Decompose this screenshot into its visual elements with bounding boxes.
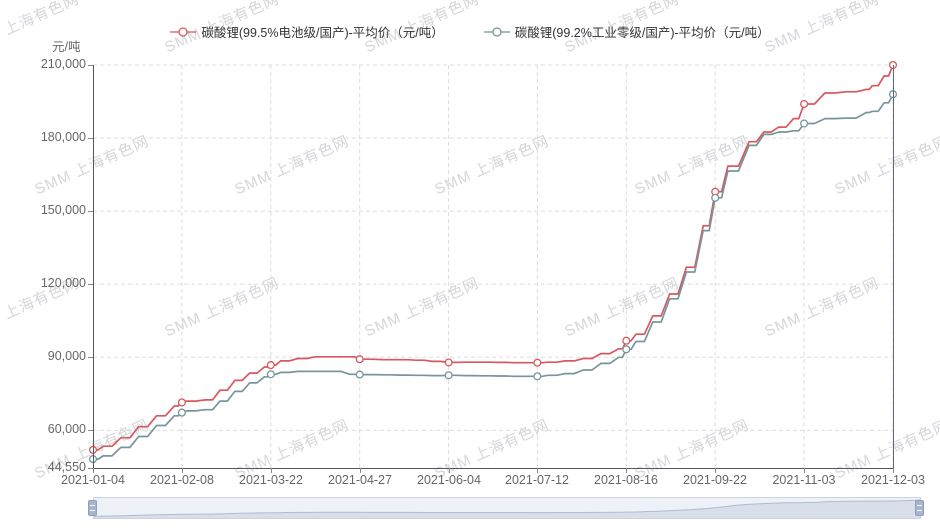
data-point-marker [622, 345, 631, 354]
x-axis-tick [182, 468, 183, 473]
x-axis-label: 2021-02-08 [150, 473, 214, 487]
y-axis-tick [88, 211, 93, 212]
data-point-marker [533, 372, 542, 381]
x-axis-tick [360, 468, 361, 473]
x-axis-label: 2021-04-27 [328, 473, 392, 487]
x-axis-line [93, 468, 894, 469]
x-axis-label: 2021-11-03 [772, 473, 836, 487]
plot-area [88, 60, 898, 468]
y-axis-tick [88, 357, 93, 358]
datazoom-slider[interactable] [93, 497, 921, 519]
y-axis-tick [88, 138, 93, 139]
x-axis-tick [449, 468, 450, 473]
x-axis-label: 2021-08-16 [594, 473, 658, 487]
y-axis-label: 44,550 [47, 460, 86, 474]
data-point-marker [444, 358, 453, 367]
legend-item-battery-grade[interactable]: 碳酸锂(99.5%电池级/国产)-平均价（元/吨） [170, 22, 444, 41]
y-axis-tick [88, 65, 93, 66]
data-point-marker [177, 408, 186, 417]
x-axis-label: 2021-12-03 [861, 473, 925, 487]
x-axis-label: 2021-09-22 [683, 473, 747, 487]
y-axis-label: 90,000 [47, 349, 86, 363]
data-point-marker [355, 355, 364, 364]
data-point-marker [622, 336, 631, 345]
datazoom-line [94, 499, 920, 517]
data-point-marker [711, 193, 720, 202]
x-axis-tick [804, 468, 805, 473]
data-point-marker [355, 370, 364, 379]
y-axis-tick [88, 468, 93, 469]
x-axis-tick [715, 468, 716, 473]
x-axis-label: 2021-07-12 [505, 473, 569, 487]
x-axis-label: 2021-01-04 [61, 473, 125, 487]
y-axis-line [93, 65, 94, 469]
series-line-battery [93, 64, 894, 451]
data-point-marker [177, 398, 186, 407]
datazoom-left-handle[interactable] [88, 500, 97, 516]
y-axis-label: 60,000 [47, 422, 86, 436]
data-point-marker [888, 60, 898, 70]
y-axis-unit-label: 元/吨 [52, 40, 81, 54]
x-axis-label: 2021-03-22 [239, 473, 303, 487]
data-point-marker [533, 358, 542, 367]
y-axis-label: 150,000 [40, 203, 86, 217]
right-axis-line [893, 65, 894, 469]
x-axis-label: 2021-06-04 [417, 473, 481, 487]
x-axis-tick [271, 468, 272, 473]
data-point-marker [266, 361, 275, 370]
data-point-marker [444, 371, 453, 380]
y-axis-label: 120,000 [40, 276, 86, 290]
datazoom-area [94, 500, 920, 518]
data-point-marker [800, 119, 809, 128]
data-point-marker [800, 99, 809, 109]
legend-marker-industrial-icon [483, 26, 510, 37]
y-axis-label: 180,000 [40, 130, 86, 144]
x-axis-tick [626, 468, 627, 473]
series-line-industrial [93, 93, 894, 460]
data-point-marker [888, 90, 898, 99]
y-axis-tick [88, 284, 93, 285]
y-axis-tick [88, 430, 93, 431]
legend-label-battery: 碳酸锂(99.5%电池级/国产)-平均价（元/吨） [201, 26, 444, 40]
datazoom-right-handle[interactable] [915, 500, 924, 516]
legend: 碳酸锂(99.5%电池级/国产)-平均价（元/吨） 碳酸锂(99.2%工业零级/… [0, 22, 940, 41]
legend-marker-battery-icon [170, 26, 197, 37]
datazoom-shadow [94, 499, 920, 518]
x-axis-tick [537, 468, 538, 473]
x-axis-tick [93, 468, 94, 473]
y-axis-label: 210,000 [40, 57, 86, 71]
data-point-marker [266, 370, 275, 379]
legend-label-industrial: 碳酸锂(99.2%工业零级/国产)-平均价（元/吨） [514, 26, 770, 40]
legend-item-industrial-grade[interactable]: 碳酸锂(99.2%工业零级/国产)-平均价（元/吨） [483, 22, 770, 41]
x-axis-tick [893, 468, 894, 473]
